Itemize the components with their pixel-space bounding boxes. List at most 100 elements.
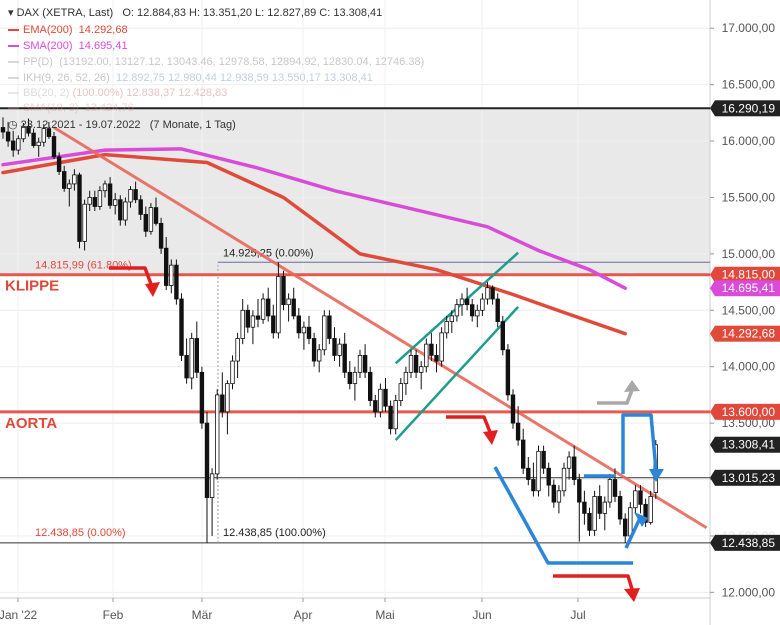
candle-body — [383, 388, 388, 407]
candle-body — [128, 189, 133, 203]
price-tag-label: 14.695,41 — [722, 281, 776, 295]
candle-body — [138, 199, 143, 215]
price-tag-pointer — [710, 100, 715, 117]
clock-icon[interactable]: ◷ — [8, 119, 18, 131]
grey-arrow-head — [624, 380, 640, 392]
legend-pp[interactable]: PP(D) (13192.00, 13127.12, 13043.46, 129… — [8, 56, 424, 68]
price-tag — [715, 100, 780, 117]
price-tag-pointer — [710, 469, 715, 486]
candle-body — [480, 298, 485, 311]
pp-label: PP(D) — [23, 56, 53, 68]
ema-value: 14.292,68 — [78, 24, 128, 36]
candle-body — [388, 405, 393, 430]
y-tick-label: 15.000,00 — [722, 247, 776, 261]
y-tick-label: 16.000,00 — [722, 134, 776, 148]
candle-body — [77, 174, 82, 242]
grey-arrow — [597, 389, 634, 405]
candle-body — [174, 264, 179, 300]
price-tag-pointer — [710, 325, 715, 342]
candle-body — [133, 189, 138, 201]
candle-body — [373, 400, 378, 413]
red-arrow-klippe-head — [145, 282, 160, 297]
base-pattern — [493, 466, 633, 565]
candle-body — [592, 496, 597, 531]
fib-label-61: 14.815,99 (61.80%) — [35, 260, 132, 272]
candle-body — [403, 371, 409, 385]
candle-body — [454, 304, 460, 317]
arrow-up-stroke — [624, 515, 643, 549]
x-tick-label: Apr — [294, 608, 313, 622]
candle-body — [225, 383, 230, 413]
candle-body — [505, 349, 511, 396]
candle-body — [607, 479, 613, 503]
candle-body — [485, 287, 490, 300]
candle-body — [46, 128, 52, 137]
candle-body — [408, 355, 414, 373]
candle-body — [123, 201, 128, 221]
candle-body — [296, 315, 301, 334]
range-period: (7 Monate, 1 Tag) — [149, 119, 236, 131]
candle-body — [633, 490, 638, 509]
bb-value: (100.00%) 12.838,37 12.428,83 — [72, 87, 228, 99]
candle-body — [597, 496, 602, 514]
date-range: 23.12.2021 - 19.07.2022 — [20, 119, 141, 131]
candle-body — [577, 479, 582, 503]
candle-body — [469, 304, 475, 317]
legend-bb[interactable]: BB(20, 2) (100.00%) 12.838,37 12.428,83 — [8, 87, 227, 99]
candle-body — [587, 512, 592, 531]
bracket-upper — [621, 413, 658, 474]
candle-body — [327, 315, 332, 339]
candle-body — [271, 315, 276, 334]
candle-body — [449, 315, 454, 322]
candle-body — [21, 125, 26, 140]
candle-body — [276, 276, 281, 334]
legend-ikh[interactable]: IKH(9, 26, 52, 26) 12.892,75 12.980,44 1… — [8, 72, 373, 84]
x-tick-label: Jan '22 — [0, 608, 37, 622]
candle-body — [230, 360, 235, 385]
ohlc-values: O: 12.884,83 H: 13.351,20 L: 12.827,89 C… — [122, 7, 383, 19]
price-tag-label: 14.292,68 — [722, 327, 776, 341]
candle-body — [250, 315, 256, 328]
price-tag — [715, 325, 780, 342]
candle-body — [464, 298, 470, 306]
candle-body — [490, 287, 495, 300]
candle-body — [148, 207, 154, 232]
chevron-down-icon[interactable]: ▾ — [8, 7, 14, 19]
candle-body — [26, 125, 31, 134]
candle-body — [97, 190, 103, 207]
candle-body — [51, 136, 57, 158]
candle-body — [113, 199, 118, 206]
legend-sma-10[interactable]: SMA(10, 3) 13.424,76 — [8, 102, 134, 114]
candle-body — [495, 298, 500, 322]
sma-10-value: 13.424,76 — [84, 102, 134, 114]
candle-body — [398, 383, 403, 401]
candle-body — [322, 315, 327, 351]
candle-body — [556, 490, 562, 503]
candle-body — [612, 479, 618, 497]
x-tick-label: Jun — [472, 608, 491, 622]
fib-label-0: 12.438,85 (0.00%) — [35, 527, 126, 539]
legend-sma[interactable]: SMA(200) 14.695,41 — [8, 40, 128, 52]
range-row: ◷ 23.12.2021 - 19.07.2022 (7 Monate, 1 T… — [8, 118, 236, 131]
pp-value: (13192.00, 13127.12, 13043.46, 12978.58,… — [59, 56, 425, 68]
price-tag — [715, 266, 780, 283]
candle-body — [628, 507, 633, 537]
candle-body — [643, 503, 648, 523]
candle-body — [536, 450, 541, 492]
candle-body — [526, 467, 531, 480]
fib-label-100: 12.438,85 (100.00%) — [223, 527, 326, 539]
candle-body — [362, 355, 368, 373]
candle-body — [199, 371, 205, 424]
candle-body — [510, 394, 516, 424]
candle-body — [102, 183, 108, 192]
candle-body — [245, 309, 250, 328]
level-label: AORTA — [5, 415, 57, 432]
price-tag — [715, 469, 780, 486]
candle-body — [291, 298, 296, 317]
candle-body — [255, 315, 261, 320]
candle-body — [5, 131, 11, 142]
legend-ema[interactable]: EMA(200) 14.292,68 — [8, 24, 128, 36]
candle-body — [281, 276, 286, 306]
candle-body — [194, 338, 199, 373]
